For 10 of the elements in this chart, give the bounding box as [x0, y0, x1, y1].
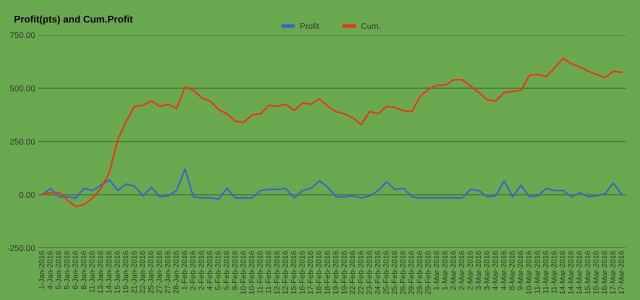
y-tick-label: 500.00 — [10, 85, 35, 92]
chart-title: Profit(pts) and Cum.Profit — [14, 15, 133, 25]
line-series — [41, 168, 623, 200]
y-tick-label: 750.00 — [10, 32, 35, 38]
line-series — [41, 58, 623, 208]
legend-label: Cum. — [361, 23, 380, 30]
y-tick-label: -250.00 — [7, 245, 35, 252]
legend-label: Profit — [300, 22, 320, 30]
y-tick-label: 0.00 — [19, 192, 35, 198]
y-tick-label: 250.00 — [10, 138, 35, 145]
